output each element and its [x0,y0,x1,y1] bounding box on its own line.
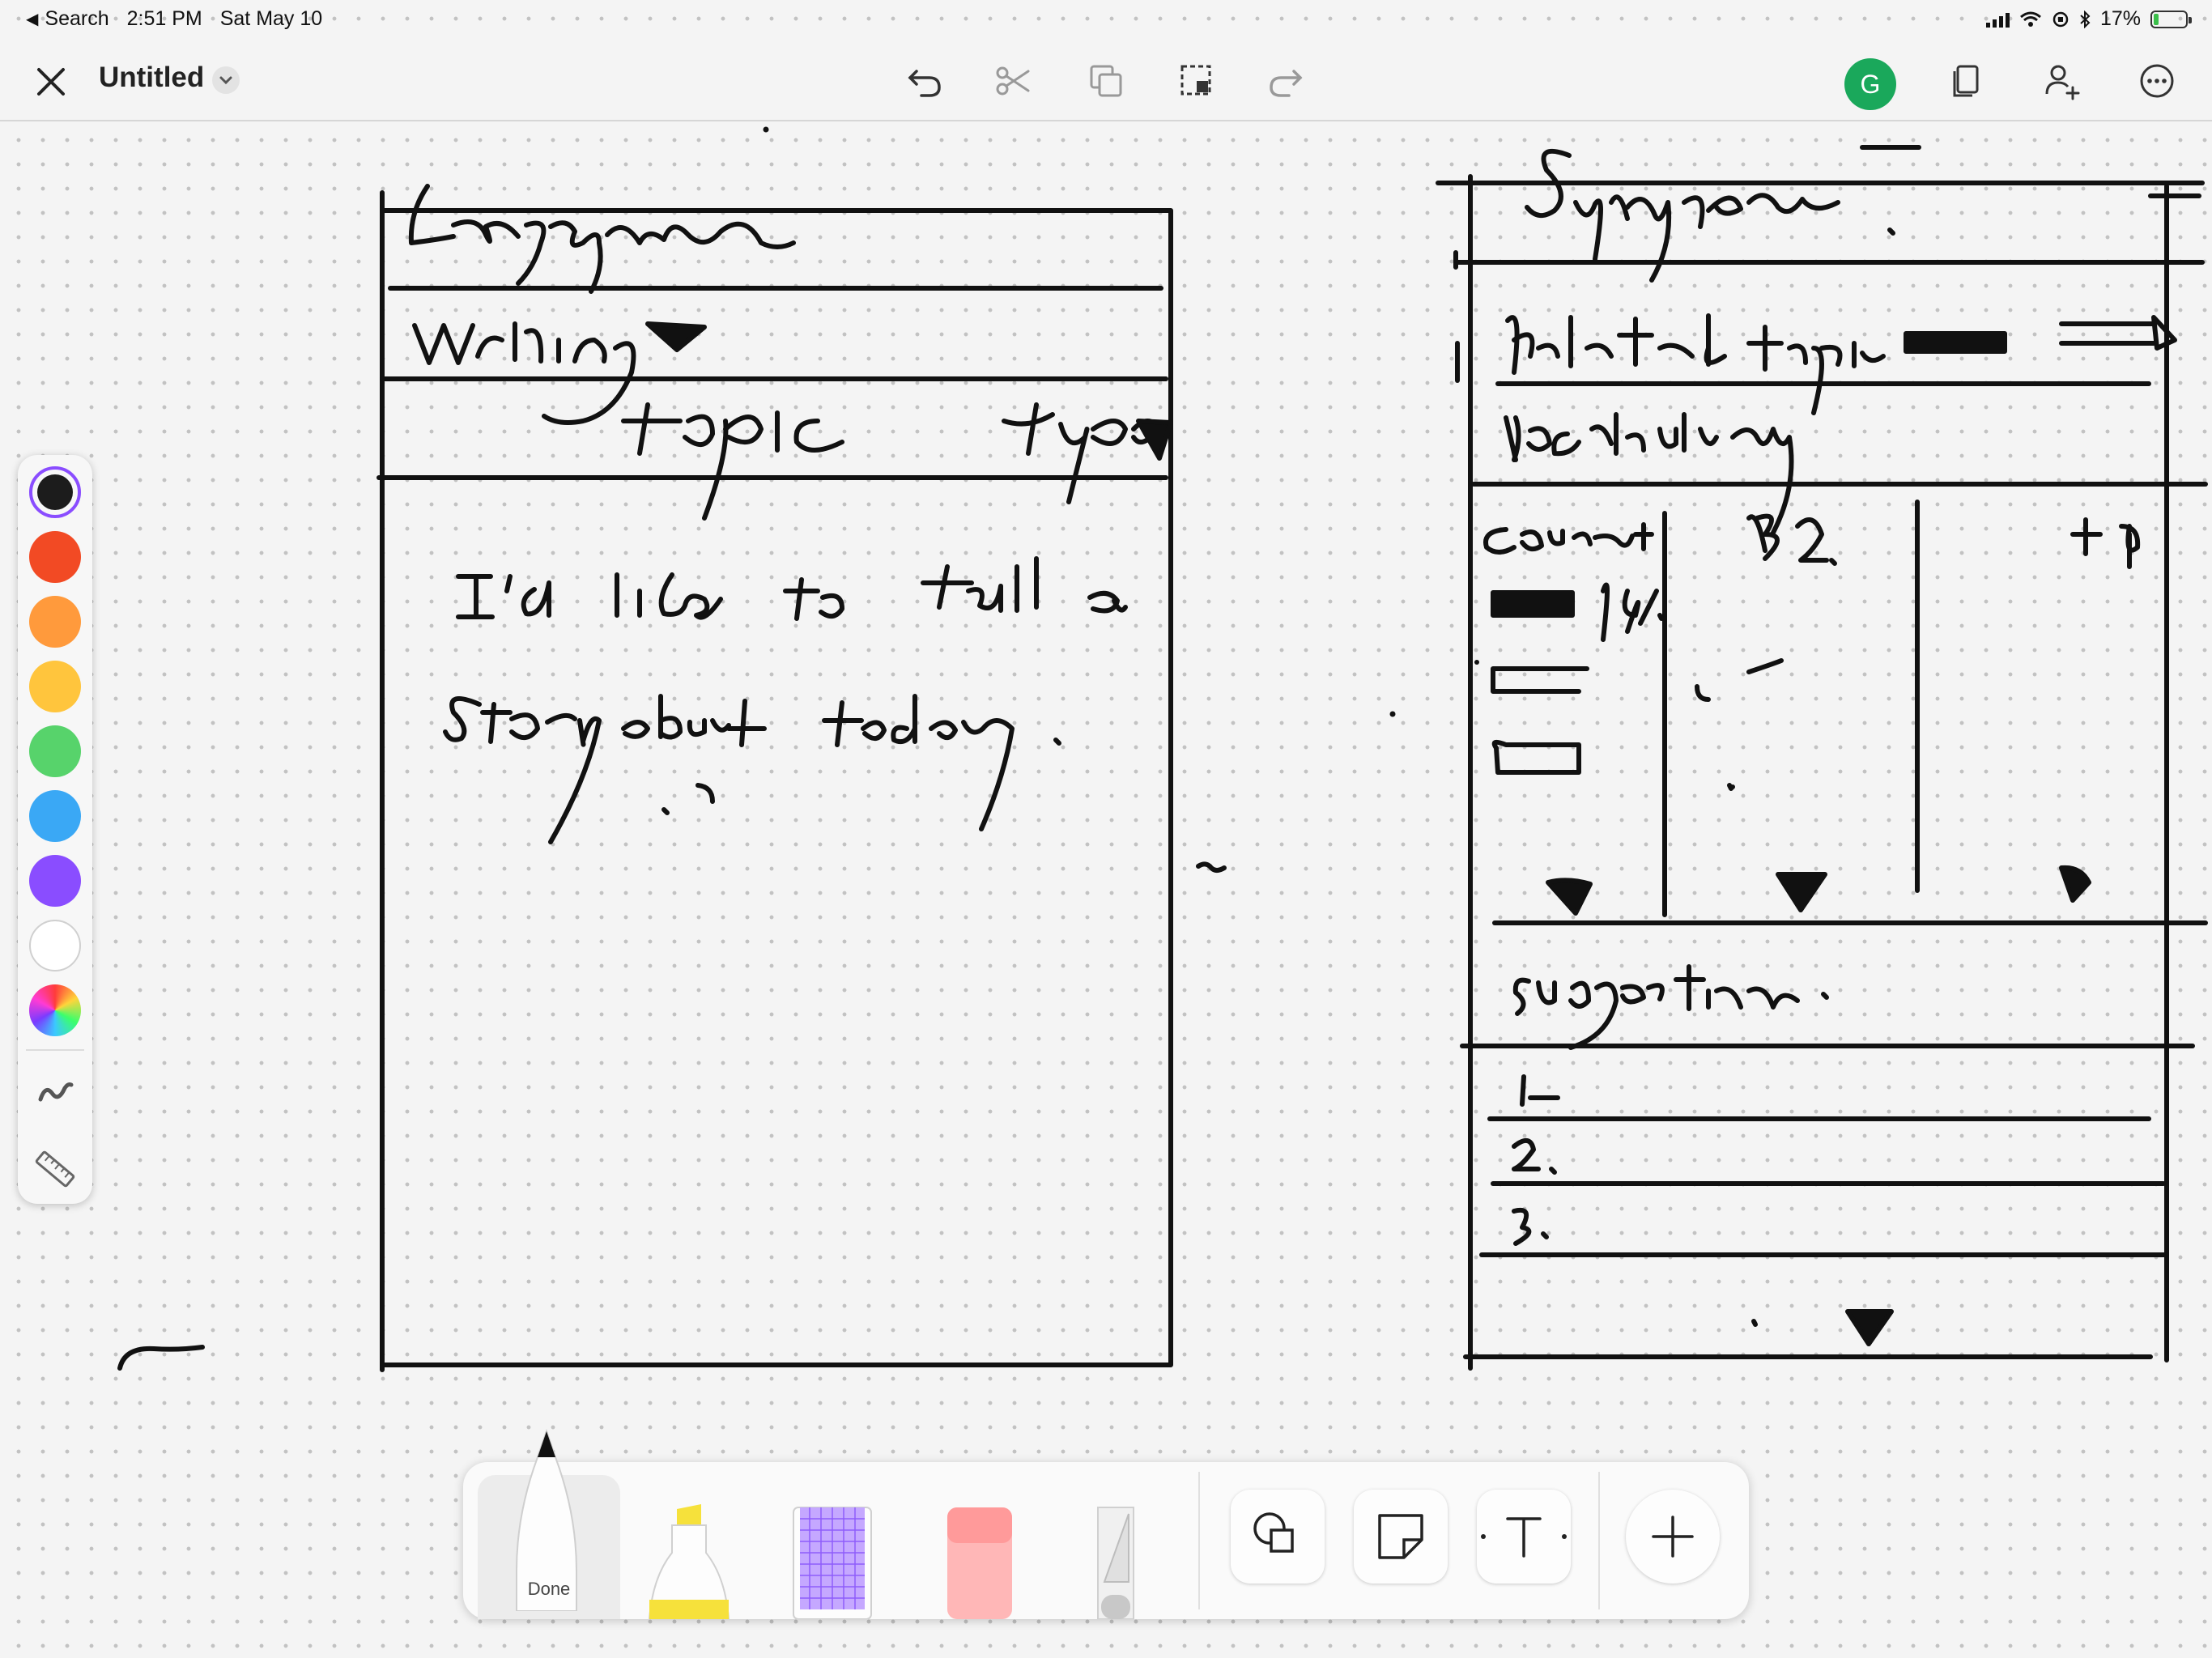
status-bar: ◀ Search 2:51 PM Sat May 10 17% [0,0,2212,39]
pages-icon[interactable] [1945,58,1990,104]
back-to-search[interactable]: Search [45,7,109,30]
avatar[interactable]: G [1844,58,1896,110]
duplicate-icon[interactable] [1083,58,1129,104]
done-label[interactable]: Done [527,1579,571,1599]
add-person-icon[interactable] [2039,58,2084,104]
bluetooth-icon [2080,10,2091,28]
color-swatch-green[interactable] [29,725,81,777]
status-time: 2:51 PM [126,7,202,30]
pen-icon[interactable] [502,1425,591,1611]
color-swatch-blue[interactable] [29,790,81,842]
redo-icon[interactable] [1263,58,1308,104]
sticky-note-icon [1378,1514,1423,1559]
drawing-canvas[interactable] [0,121,2212,1658]
back-arrow-icon[interactable]: ◀ [26,11,39,28]
add-button[interactable] [1626,1490,1720,1584]
color-swatch-white[interactable] [29,920,81,971]
orientation-lock-icon [2052,11,2069,27]
palette-divider [26,1049,84,1051]
ruler-icon[interactable] [31,1145,79,1193]
document-title[interactable]: Untitled [99,62,205,93]
wifi-icon [2019,11,2041,27]
more-icon[interactable] [2134,58,2180,104]
tray-divider [1598,1472,1600,1609]
sticky-note-button[interactable] [1354,1490,1448,1584]
color-swatch-black[interactable] [29,466,81,518]
stroke-style-icon[interactable] [31,1067,79,1116]
tray-divider [1198,1472,1200,1609]
title-menu-button[interactable] [212,66,240,94]
cellular-signal-icon [1985,11,2010,28]
scissors-icon[interactable] [991,58,1036,104]
tool-tray: Done [463,1428,1749,1619]
pattern-brush-icon[interactable] [784,1503,881,1619]
color-swatch-multicolor[interactable] [29,984,81,1036]
chevron-down-icon [219,76,232,85]
lasso-select-icon[interactable] [1174,58,1219,104]
battery-icon [2150,10,2192,28]
status-date: Sat May 10 [219,7,323,30]
shapes-icon [1253,1512,1294,1553]
plus-icon [1652,1516,1694,1558]
shapes-button[interactable] [1231,1490,1325,1584]
color-swatch-purple[interactable] [29,855,81,907]
battery-percent: 17% [2099,7,2141,30]
highlighter-icon[interactable] [644,1504,734,1619]
lasso-knife-icon[interactable] [1080,1498,1153,1619]
close-icon[interactable] [31,62,71,102]
text-icon [1481,1517,1567,1558]
top-toolbar: Untitled G [0,39,2212,121]
color-palette [18,455,92,1204]
color-swatch-orange[interactable] [29,596,81,648]
color-swatch-red[interactable] [29,531,81,583]
undo-icon[interactable] [902,58,947,104]
eraser-icon[interactable] [939,1503,1020,1619]
color-swatch-yellow[interactable] [29,661,81,712]
text-button[interactable] [1477,1490,1571,1584]
selected-color-dot [37,474,73,510]
